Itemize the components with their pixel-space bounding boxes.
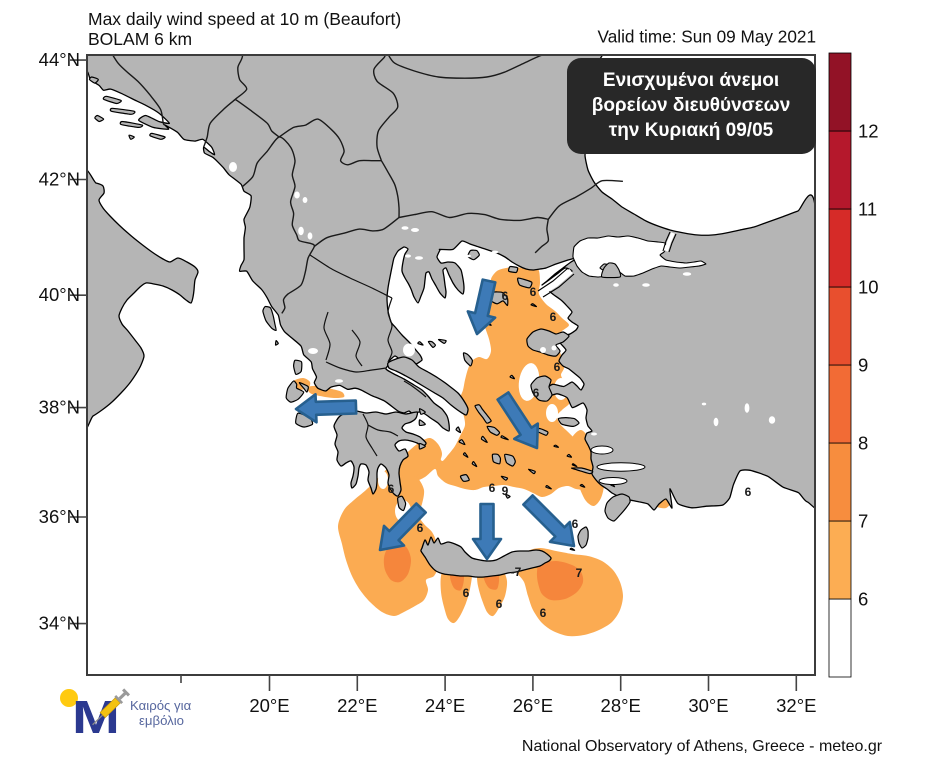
svg-text:20°E: 20°E	[249, 695, 289, 716]
svg-text:6: 6	[540, 606, 547, 620]
svg-text:6: 6	[550, 310, 557, 324]
svg-text:7: 7	[858, 511, 868, 532]
svg-text:6: 6	[502, 289, 509, 303]
svg-text:βορείων διευθύνσεων: βορείων διευθύνσεων	[592, 95, 791, 116]
svg-text:εμβόλιο: εμβόλιο	[139, 713, 184, 728]
svg-text:6: 6	[530, 285, 537, 299]
svg-text:34°N: 34°N	[39, 613, 80, 634]
svg-text:-7: -7	[511, 565, 522, 579]
svg-text:6: 6	[496, 597, 503, 611]
svg-text:11: 11	[858, 199, 877, 220]
svg-text:BOLAM 6 km: BOLAM 6 km	[88, 29, 192, 49]
svg-text:24°E: 24°E	[425, 695, 465, 716]
svg-text:την Κυριακή 09/05: την Κυριακή 09/05	[609, 120, 774, 141]
svg-text:Valid time: Sun 09 May 2021: Valid time: Sun 09 May 2021	[598, 27, 816, 47]
svg-text:38°N: 38°N	[39, 397, 80, 418]
svg-text:22°E: 22°E	[337, 695, 377, 716]
svg-text:9: 9	[858, 355, 868, 376]
svg-text:12: 12	[858, 121, 879, 142]
svg-text:National Observatory of Athens: National Observatory of Athens, Greece -…	[522, 738, 883, 755]
svg-text:6: 6	[388, 482, 395, 496]
svg-text:44°N: 44°N	[39, 49, 80, 70]
svg-text:6: 6	[417, 521, 424, 535]
svg-text:28°E: 28°E	[601, 695, 641, 716]
svg-text:6: 6	[463, 586, 470, 600]
svg-text:6: 6	[745, 485, 752, 499]
svg-text:30°E: 30°E	[688, 695, 728, 716]
svg-text:10: 10	[858, 277, 879, 298]
svg-text:6: 6	[533, 386, 540, 400]
svg-text:9: 9	[502, 484, 509, 498]
svg-text:6: 6	[489, 481, 496, 495]
svg-text:26°E: 26°E	[513, 695, 553, 716]
svg-text:Max daily wind speed at 10 m (: Max daily wind speed at 10 m (Beaufort)	[88, 9, 401, 29]
svg-text:32°E: 32°E	[776, 695, 816, 716]
svg-text:40°N: 40°N	[39, 284, 80, 305]
svg-text:7: 7	[576, 566, 583, 580]
svg-text:36°N: 36°N	[39, 506, 80, 527]
svg-text:6: 6	[858, 589, 868, 610]
svg-text:Ενισχυμένοι άνεμοι: Ενισχυμένοι άνεμοι	[603, 70, 779, 91]
svg-text:6: 6	[572, 517, 579, 531]
svg-text:42°N: 42°N	[39, 169, 80, 190]
svg-text:8: 8	[858, 433, 868, 454]
svg-text:Καιρός για: Καιρός για	[130, 698, 192, 713]
svg-text:6: 6	[554, 360, 561, 374]
